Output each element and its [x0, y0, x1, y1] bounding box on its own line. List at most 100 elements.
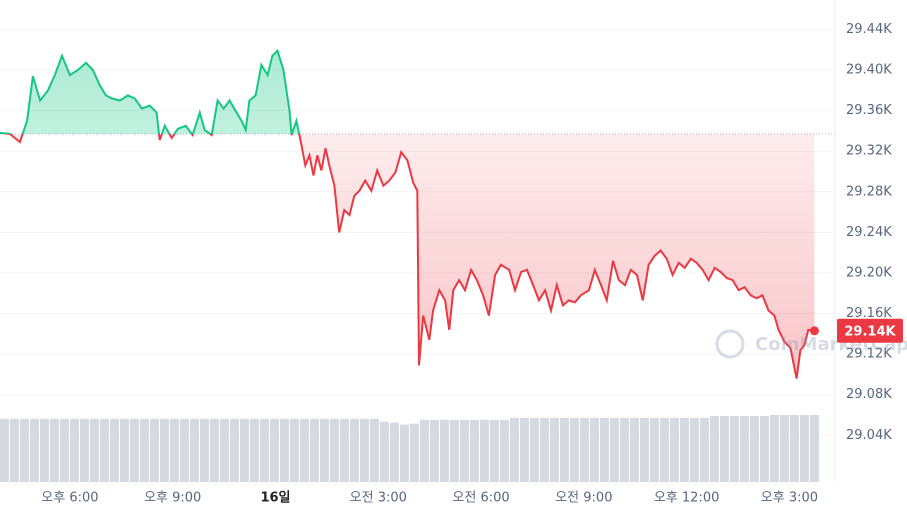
y-tick-label: 29.16K	[846, 306, 892, 321]
volume-bar	[220, 418, 229, 482]
volume-bar	[180, 418, 189, 482]
last-point	[809, 326, 819, 336]
volume-bar	[170, 418, 179, 482]
volume-bar	[480, 419, 489, 482]
volume-bar	[320, 418, 329, 482]
y-tick-label: 29.44K	[846, 22, 892, 37]
volume-bar	[680, 417, 689, 482]
volume-bar	[520, 417, 529, 482]
volume-bar	[30, 418, 39, 482]
volume-bar	[200, 418, 209, 482]
volume-bar	[460, 419, 469, 482]
volume-bar	[500, 419, 509, 482]
volume-bar	[260, 418, 269, 482]
volume-bar	[60, 418, 69, 482]
volume-bar	[420, 419, 429, 482]
volume-bar	[400, 424, 409, 482]
volume-bar	[160, 418, 169, 482]
y-tick-label: 29.28K	[846, 184, 892, 199]
volume-bar	[250, 418, 259, 482]
volume-bar	[600, 417, 609, 482]
volume-bar	[80, 418, 89, 482]
x-tick-label: 오후 3:00	[761, 491, 818, 506]
y-tick-label: 29.08K	[846, 387, 892, 402]
volume-bar	[100, 418, 109, 482]
volume-bar	[610, 417, 619, 482]
volume-bar	[770, 415, 779, 482]
volume-bar	[40, 418, 49, 482]
x-tick-label: 오후 12:00	[654, 491, 720, 506]
x-tick-label: 오후 6:00	[41, 491, 98, 506]
volume-bar	[670, 417, 679, 482]
volume-bar	[510, 417, 519, 482]
volume-bar	[640, 417, 649, 482]
volume-bar	[540, 417, 549, 482]
x-tick-label: 오전 3:00	[350, 491, 407, 506]
volume-bar	[750, 415, 759, 482]
volume-bar	[10, 418, 19, 482]
volume-bar	[280, 418, 289, 482]
volume-bar	[440, 419, 449, 482]
volume-bar	[330, 418, 339, 482]
volume-bar	[340, 418, 349, 482]
volume-bar	[190, 418, 199, 482]
volume-bar	[690, 417, 699, 482]
volume-bar	[290, 418, 299, 482]
volume-bar	[470, 419, 479, 482]
y-tick-label: 29.20K	[846, 265, 892, 280]
y-tick-label: 29.24K	[846, 225, 892, 240]
volume-bar	[490, 419, 499, 482]
volume-bar	[580, 417, 589, 482]
volume-bar	[760, 415, 769, 482]
volume-bar	[310, 418, 319, 482]
last-price-label: 29.14K	[844, 324, 896, 339]
volume-bar	[70, 418, 79, 482]
x-tick-label: 오전 9:00	[555, 491, 612, 506]
volume-bar	[710, 415, 719, 482]
price-line-down	[0, 133, 815, 379]
volume-bar	[720, 415, 729, 482]
y-tick-label: 29.36K	[846, 103, 892, 118]
volume-bar	[630, 417, 639, 482]
volume-bar	[380, 421, 389, 482]
volume-bar	[530, 417, 539, 482]
volume-bar	[790, 415, 799, 482]
volume-bar	[360, 418, 369, 482]
y-tick-label: 29.40K	[846, 63, 892, 78]
volume-bar	[130, 418, 139, 482]
volume-bar	[560, 417, 569, 482]
x-tick-label: 오전 6:00	[452, 491, 509, 506]
price-line-up	[0, 48, 301, 134]
volume-bar	[150, 418, 159, 482]
volume-bar	[550, 417, 559, 482]
y-tick-label: 29.12K	[846, 347, 892, 362]
volume-bar	[120, 418, 129, 482]
x-tick-label: 16일	[260, 491, 290, 506]
volume-bar	[390, 422, 399, 482]
last-price-tag: 29.14K	[837, 318, 903, 343]
volume-bar	[800, 415, 809, 482]
volume-bar	[300, 418, 309, 482]
volume-bar	[350, 418, 359, 482]
volume-bar	[230, 418, 239, 482]
watermark-logo	[715, 329, 745, 359]
area-up	[0, 50, 815, 134]
last-price-box	[837, 318, 903, 343]
volume-bar	[450, 419, 459, 482]
volume-bar	[140, 418, 149, 482]
volume-bar	[270, 418, 279, 482]
volume-bar	[660, 417, 669, 482]
x-tick-label: 오후 9:00	[144, 491, 201, 506]
volume-bar	[570, 417, 579, 482]
volume-bar	[50, 418, 59, 482]
y-tick-label: 29.04K	[846, 428, 892, 443]
volume-bar	[700, 417, 709, 482]
volume-bar	[650, 417, 659, 482]
volume-bar	[730, 415, 739, 482]
volume-bar	[810, 415, 819, 482]
volume-bar	[90, 418, 99, 482]
area-down	[9, 133, 815, 379]
volume-bar	[430, 419, 439, 482]
volume-bar	[20, 418, 29, 482]
